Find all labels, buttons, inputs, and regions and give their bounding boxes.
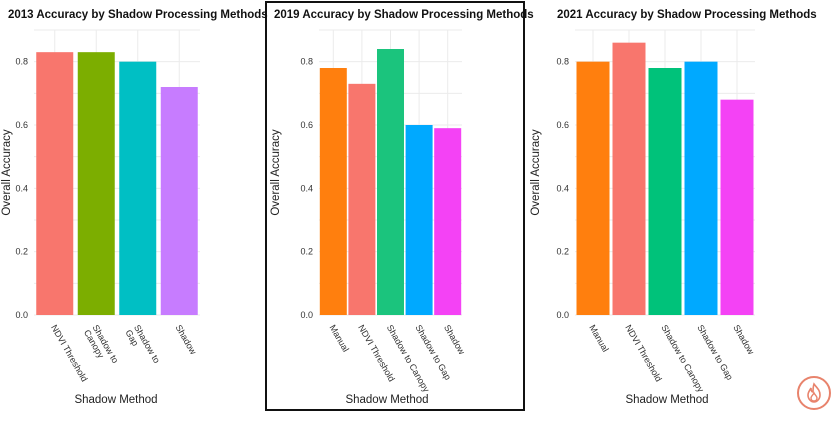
y-axis-title: Overall Accuracy (270, 129, 282, 216)
x-axis-title: Shadow Method (74, 394, 157, 406)
chart-1: 2019 Accuracy by Shadow Processing Metho… (270, 9, 534, 406)
bar (77, 52, 115, 316)
chart-0: 2013 Accuracy by Shadow Processing Metho… (1, 9, 268, 406)
bar (405, 125, 433, 315)
bar (648, 68, 682, 315)
y-tick-label: 0.8 (15, 57, 28, 67)
x-tick-label: Shadow toCanopy (82, 323, 121, 370)
bar (377, 49, 404, 315)
x-tick-label: NDVI Threshold (623, 323, 664, 383)
y-tick-label: 0.2 (15, 247, 28, 257)
y-tick-label: 0.4 (556, 183, 569, 193)
y-tick-label: 0.2 (300, 247, 313, 257)
y-tick-label: 0.0 (300, 310, 313, 320)
chart-title: 2019 Accuracy by Shadow Processing Metho… (274, 9, 534, 21)
x-tick-label-line: Shadow to Gap (695, 323, 735, 382)
x-tick-label-line: Manual (328, 323, 351, 354)
y-tick-label: 0.0 (15, 310, 28, 320)
flame-logo-icon (797, 376, 831, 410)
x-tick-label: Shadow to Gap (695, 323, 735, 382)
x-axis-title: Shadow Method (345, 394, 428, 406)
x-tick-label: Shadow (731, 323, 756, 357)
bar (36, 52, 74, 316)
chart-title: 2021 Accuracy by Shadow Processing Metho… (557, 9, 817, 21)
x-tick-label: Shadow toGap (123, 323, 162, 370)
y-tick-label: 0.4 (15, 183, 28, 193)
y-tick-label: 0.2 (556, 247, 569, 257)
bar (576, 61, 610, 315)
x-tick-label-line: Shadow (731, 323, 756, 357)
x-tick-label-line: Shadow (174, 323, 199, 357)
x-tick-label: Shadow (174, 323, 199, 357)
x-tick-label: Manual (587, 323, 610, 354)
x-tick-label-line: NDVI Threshold (623, 323, 664, 383)
x-tick-label-line: Shadow (442, 323, 467, 357)
bar (319, 68, 347, 315)
y-axis-title: Overall Accuracy (1, 129, 13, 216)
x-tick-label: Manual (328, 323, 351, 354)
chart-title: 2013 Accuracy by Shadow Processing Metho… (8, 9, 268, 21)
y-tick-label: 0.6 (556, 120, 569, 130)
y-axis-title: Overall Accuracy (530, 129, 542, 216)
y-tick-label: 0.4 (300, 183, 313, 193)
x-tick-label-line: Manual (587, 323, 610, 354)
y-tick-label: 0.6 (300, 120, 313, 130)
y-tick-label: 0.6 (15, 120, 28, 130)
bar (434, 128, 462, 315)
x-axis-title: Shadow Method (625, 394, 708, 406)
bar (720, 99, 754, 316)
bar (160, 87, 198, 315)
bar (684, 61, 718, 315)
bar (348, 83, 376, 315)
bar (119, 61, 157, 315)
y-tick-label: 0.0 (556, 310, 569, 320)
bar (612, 42, 646, 316)
y-tick-label: 0.8 (300, 57, 313, 67)
chart-2: 2021 Accuracy by Shadow Processing Metho… (530, 9, 817, 406)
y-tick-label: 0.8 (556, 57, 569, 67)
x-tick-label: Shadow (442, 323, 467, 357)
